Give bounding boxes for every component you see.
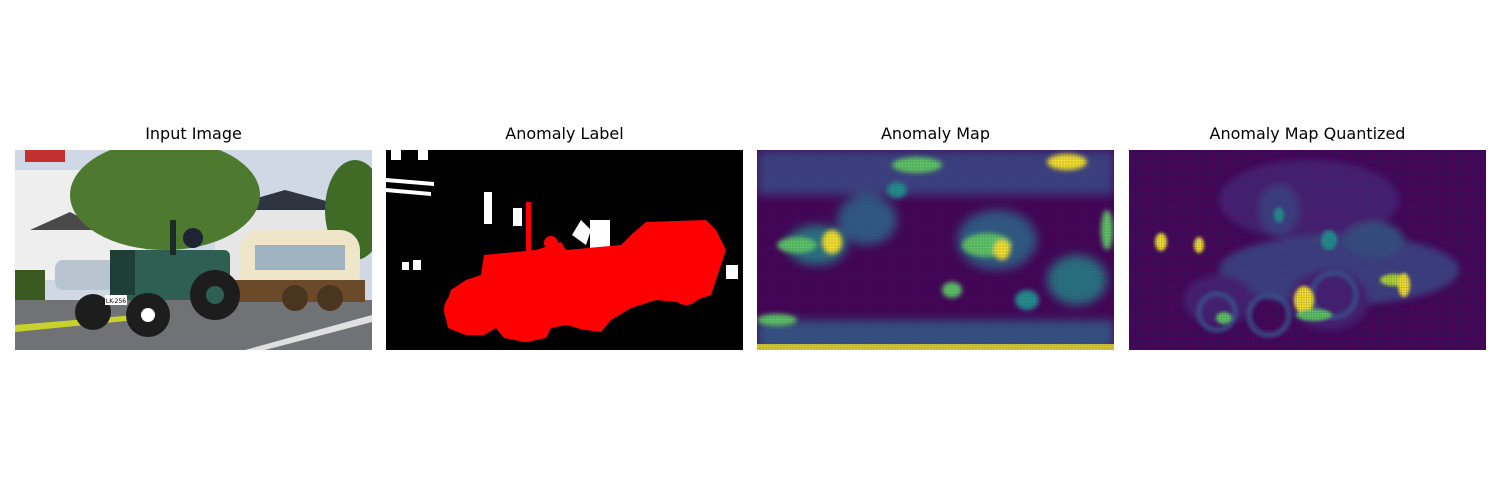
title-input-image: Input Image — [145, 124, 242, 143]
driver — [183, 228, 203, 248]
wagon-windows — [255, 245, 345, 270]
title-anomaly-label: Anomaly Label — [505, 124, 624, 143]
title-anomaly-map: Anomaly Map — [880, 124, 991, 143]
anomaly-map-quantized-panel — [1129, 150, 1486, 350]
rear-hub — [206, 286, 224, 304]
anomaly-map-quantized — [1129, 150, 1486, 350]
exhaust-pipe — [170, 220, 176, 255]
anomaly-map — [757, 150, 1114, 350]
map-grid-texture — [757, 150, 1114, 350]
road-line-white — [245, 315, 372, 350]
tree-left — [70, 150, 260, 250]
input-image: LK-256 — [15, 150, 372, 350]
license-plate-text: LK-256 — [106, 298, 126, 305]
anomaly-label — [386, 150, 743, 350]
license-plate — [105, 295, 127, 305]
ignore-regions — [386, 150, 738, 279]
building-sign — [25, 150, 65, 162]
front-wheel-left — [75, 294, 111, 330]
qmap-grid-texture — [1129, 150, 1486, 350]
parked-car — [55, 260, 115, 290]
anomaly-label-panel — [386, 150, 743, 350]
input-image-panel: LK-256 — [15, 150, 372, 350]
tractor-grille — [110, 250, 135, 295]
anomaly-map-panel — [757, 150, 1114, 350]
title-anomaly-map-quantized: Anomaly Map Quantized — [1209, 124, 1406, 143]
anomaly-mask — [444, 202, 726, 342]
wagon-wheel-1 — [282, 285, 308, 311]
wagon-wheel-2 — [317, 285, 343, 311]
front-hub — [141, 308, 155, 322]
